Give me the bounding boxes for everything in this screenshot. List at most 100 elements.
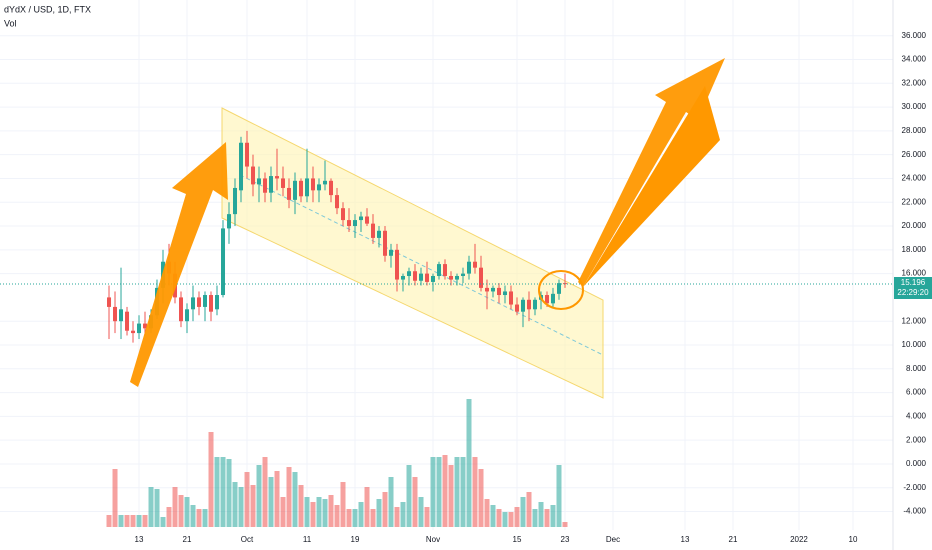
y-tick-label: -2.000	[903, 483, 926, 492]
y-tick-label: 24.000	[902, 174, 927, 183]
volume-bar	[382, 492, 388, 527]
y-tick-label: 8.000	[906, 364, 927, 373]
candle-body	[251, 166, 256, 185]
volume-bar	[268, 477, 274, 527]
volume-bar	[454, 457, 460, 527]
candle-body	[466, 261, 471, 274]
volume-bar	[274, 471, 280, 527]
volume-bar	[442, 455, 448, 527]
candle-body	[377, 230, 382, 238]
candle-body	[484, 287, 489, 292]
arrow-left	[130, 142, 228, 387]
candle-body	[125, 311, 130, 331]
candle-body	[407, 271, 412, 276]
candle-body	[448, 275, 453, 280]
x-tick-label: Oct	[241, 535, 254, 544]
candle-body	[107, 297, 112, 307]
volume-bar	[160, 517, 166, 527]
volume-bar	[484, 499, 490, 527]
candle-body	[431, 275, 436, 282]
candle-body	[215, 295, 220, 310]
x-tick-label: 23	[561, 535, 570, 544]
volume-bar	[562, 522, 568, 527]
candle-body	[179, 297, 184, 322]
candle-body	[544, 295, 549, 304]
candle-body	[556, 283, 561, 294]
volume-bar	[406, 465, 412, 527]
candle-body	[413, 271, 418, 281]
volume-bar	[550, 505, 556, 527]
volume-bar	[280, 497, 286, 527]
arrow-right-head	[583, 86, 720, 287]
volume-bar	[424, 507, 430, 527]
volume-bar	[448, 465, 454, 527]
x-tick-label: 19	[351, 535, 360, 544]
y-tick-label: 4.000	[906, 411, 927, 420]
volume-bar	[418, 497, 424, 527]
candle-body	[550, 293, 555, 304]
y-tick-label: 6.000	[906, 388, 927, 397]
y-tick-label: 26.000	[902, 150, 927, 159]
y-tick-label: 36.000	[902, 31, 927, 40]
y-tick-label: 0.000	[906, 459, 927, 468]
candle-body	[137, 323, 142, 334]
candle-body	[233, 187, 238, 215]
candle-body	[443, 264, 448, 276]
candle-body	[119, 309, 124, 322]
volume-bar	[148, 487, 154, 527]
volume-bar	[436, 457, 442, 527]
candle-body	[460, 273, 465, 276]
y-tick-label: 20.000	[902, 221, 927, 230]
volume-legend: Vol	[4, 18, 17, 28]
candle-body	[329, 180, 334, 196]
y-tick-label: 22.000	[902, 197, 927, 206]
volume-bar	[412, 477, 418, 527]
x-tick-label: 11	[303, 535, 312, 544]
candle-body	[502, 291, 507, 296]
volume-bar	[538, 502, 544, 527]
candle-body	[454, 275, 459, 280]
chart-title: dYdX / USD, 1D, FTX	[4, 4, 91, 14]
y-tick-label: 18.000	[902, 245, 927, 254]
countdown: 22:29:20	[897, 288, 929, 297]
volume-bar	[250, 485, 256, 527]
candle-body	[269, 176, 274, 193]
candle-body	[526, 299, 531, 310]
volume-bar	[502, 512, 508, 527]
candle-body	[287, 187, 292, 200]
volume-bar	[556, 465, 562, 527]
volume-bar	[472, 457, 478, 527]
volume-bar	[118, 515, 124, 527]
marks	[106, 130, 568, 527]
candle-body	[239, 142, 244, 191]
volume-bar	[496, 509, 502, 527]
volume-bar	[286, 467, 292, 527]
candle-body	[293, 180, 298, 200]
x-tick-label: 21	[183, 535, 192, 544]
volume-bar	[514, 507, 520, 527]
candle-body	[365, 216, 370, 224]
candle-body	[263, 178, 268, 193]
volume-bar	[172, 487, 178, 527]
volume-bar	[520, 497, 526, 527]
y-tick-label: 34.000	[902, 55, 927, 64]
y-tick-label: 2.000	[906, 435, 927, 444]
candle-body	[209, 295, 214, 312]
candle-body	[520, 299, 525, 312]
volume-bar	[220, 457, 226, 527]
candle-body	[514, 304, 519, 312]
y-tick-label: 12.000	[902, 316, 927, 325]
volume-bar	[466, 399, 472, 527]
volume-bar	[430, 457, 436, 527]
candle-body	[311, 178, 316, 191]
candle-body	[143, 323, 148, 329]
volume-bar	[238, 487, 244, 527]
volume-bar	[364, 487, 370, 527]
candle-body	[389, 249, 394, 256]
volume-bar	[136, 515, 142, 527]
candle-body	[395, 249, 400, 280]
x-tick-label: 21	[729, 535, 738, 544]
volume-bar	[196, 509, 202, 527]
candle-body	[371, 223, 376, 238]
channel	[221, 107, 604, 399]
